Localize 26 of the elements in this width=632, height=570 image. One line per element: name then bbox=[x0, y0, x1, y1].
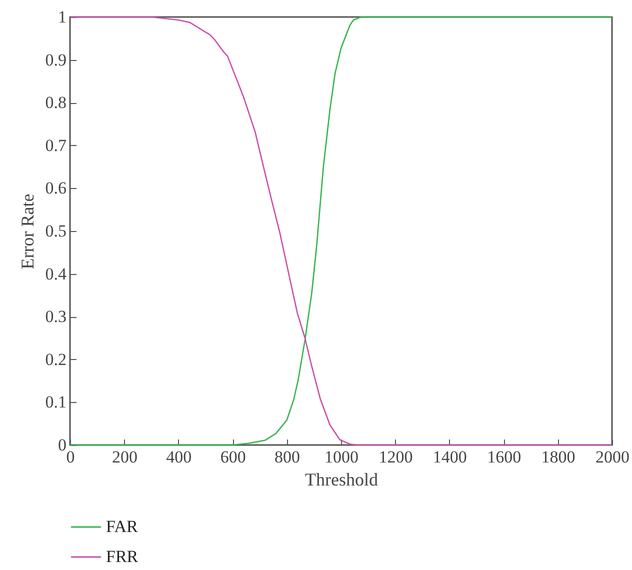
y-tick-label: 0.7 bbox=[45, 136, 67, 155]
x-tick-label: 2000 bbox=[596, 448, 630, 466]
x-tick-label: 1000 bbox=[324, 448, 358, 466]
x-axis-title: Threshold bbox=[305, 470, 378, 490]
x-tick-label: 400 bbox=[166, 448, 192, 466]
y-tick-label: 1 bbox=[58, 8, 66, 26]
y-tick-label: 0.8 bbox=[45, 93, 66, 112]
x-tick-label: 800 bbox=[274, 448, 300, 466]
y-tick-label: 0.2 bbox=[45, 350, 66, 369]
x-tick-label: 1800 bbox=[541, 448, 576, 466]
line-series bbox=[69, 16, 613, 446]
y-tick-label: 0.4 bbox=[45, 264, 67, 284]
y-tick-label: 0.6 bbox=[45, 178, 66, 198]
legend-label: FAR bbox=[106, 517, 138, 536]
x-tick-label: 600 bbox=[220, 448, 246, 466]
legend-label: FRR bbox=[106, 547, 139, 566]
y-axis-title: Error Rate bbox=[17, 194, 38, 270]
y-tick-label: 0.3 bbox=[45, 307, 66, 326]
y-tick-label: 0 bbox=[58, 436, 66, 454]
y-tick-label: 0.5 bbox=[45, 222, 66, 240]
x-tick-label: 200 bbox=[112, 448, 138, 466]
y-tick-label: 0.1 bbox=[45, 392, 66, 412]
x-tick-label: 1600 bbox=[487, 448, 522, 466]
x-tick-label: 1400 bbox=[432, 448, 467, 466]
x-tick-label: 1200 bbox=[378, 448, 413, 466]
y-tick-label: 0.9 bbox=[45, 50, 66, 70]
